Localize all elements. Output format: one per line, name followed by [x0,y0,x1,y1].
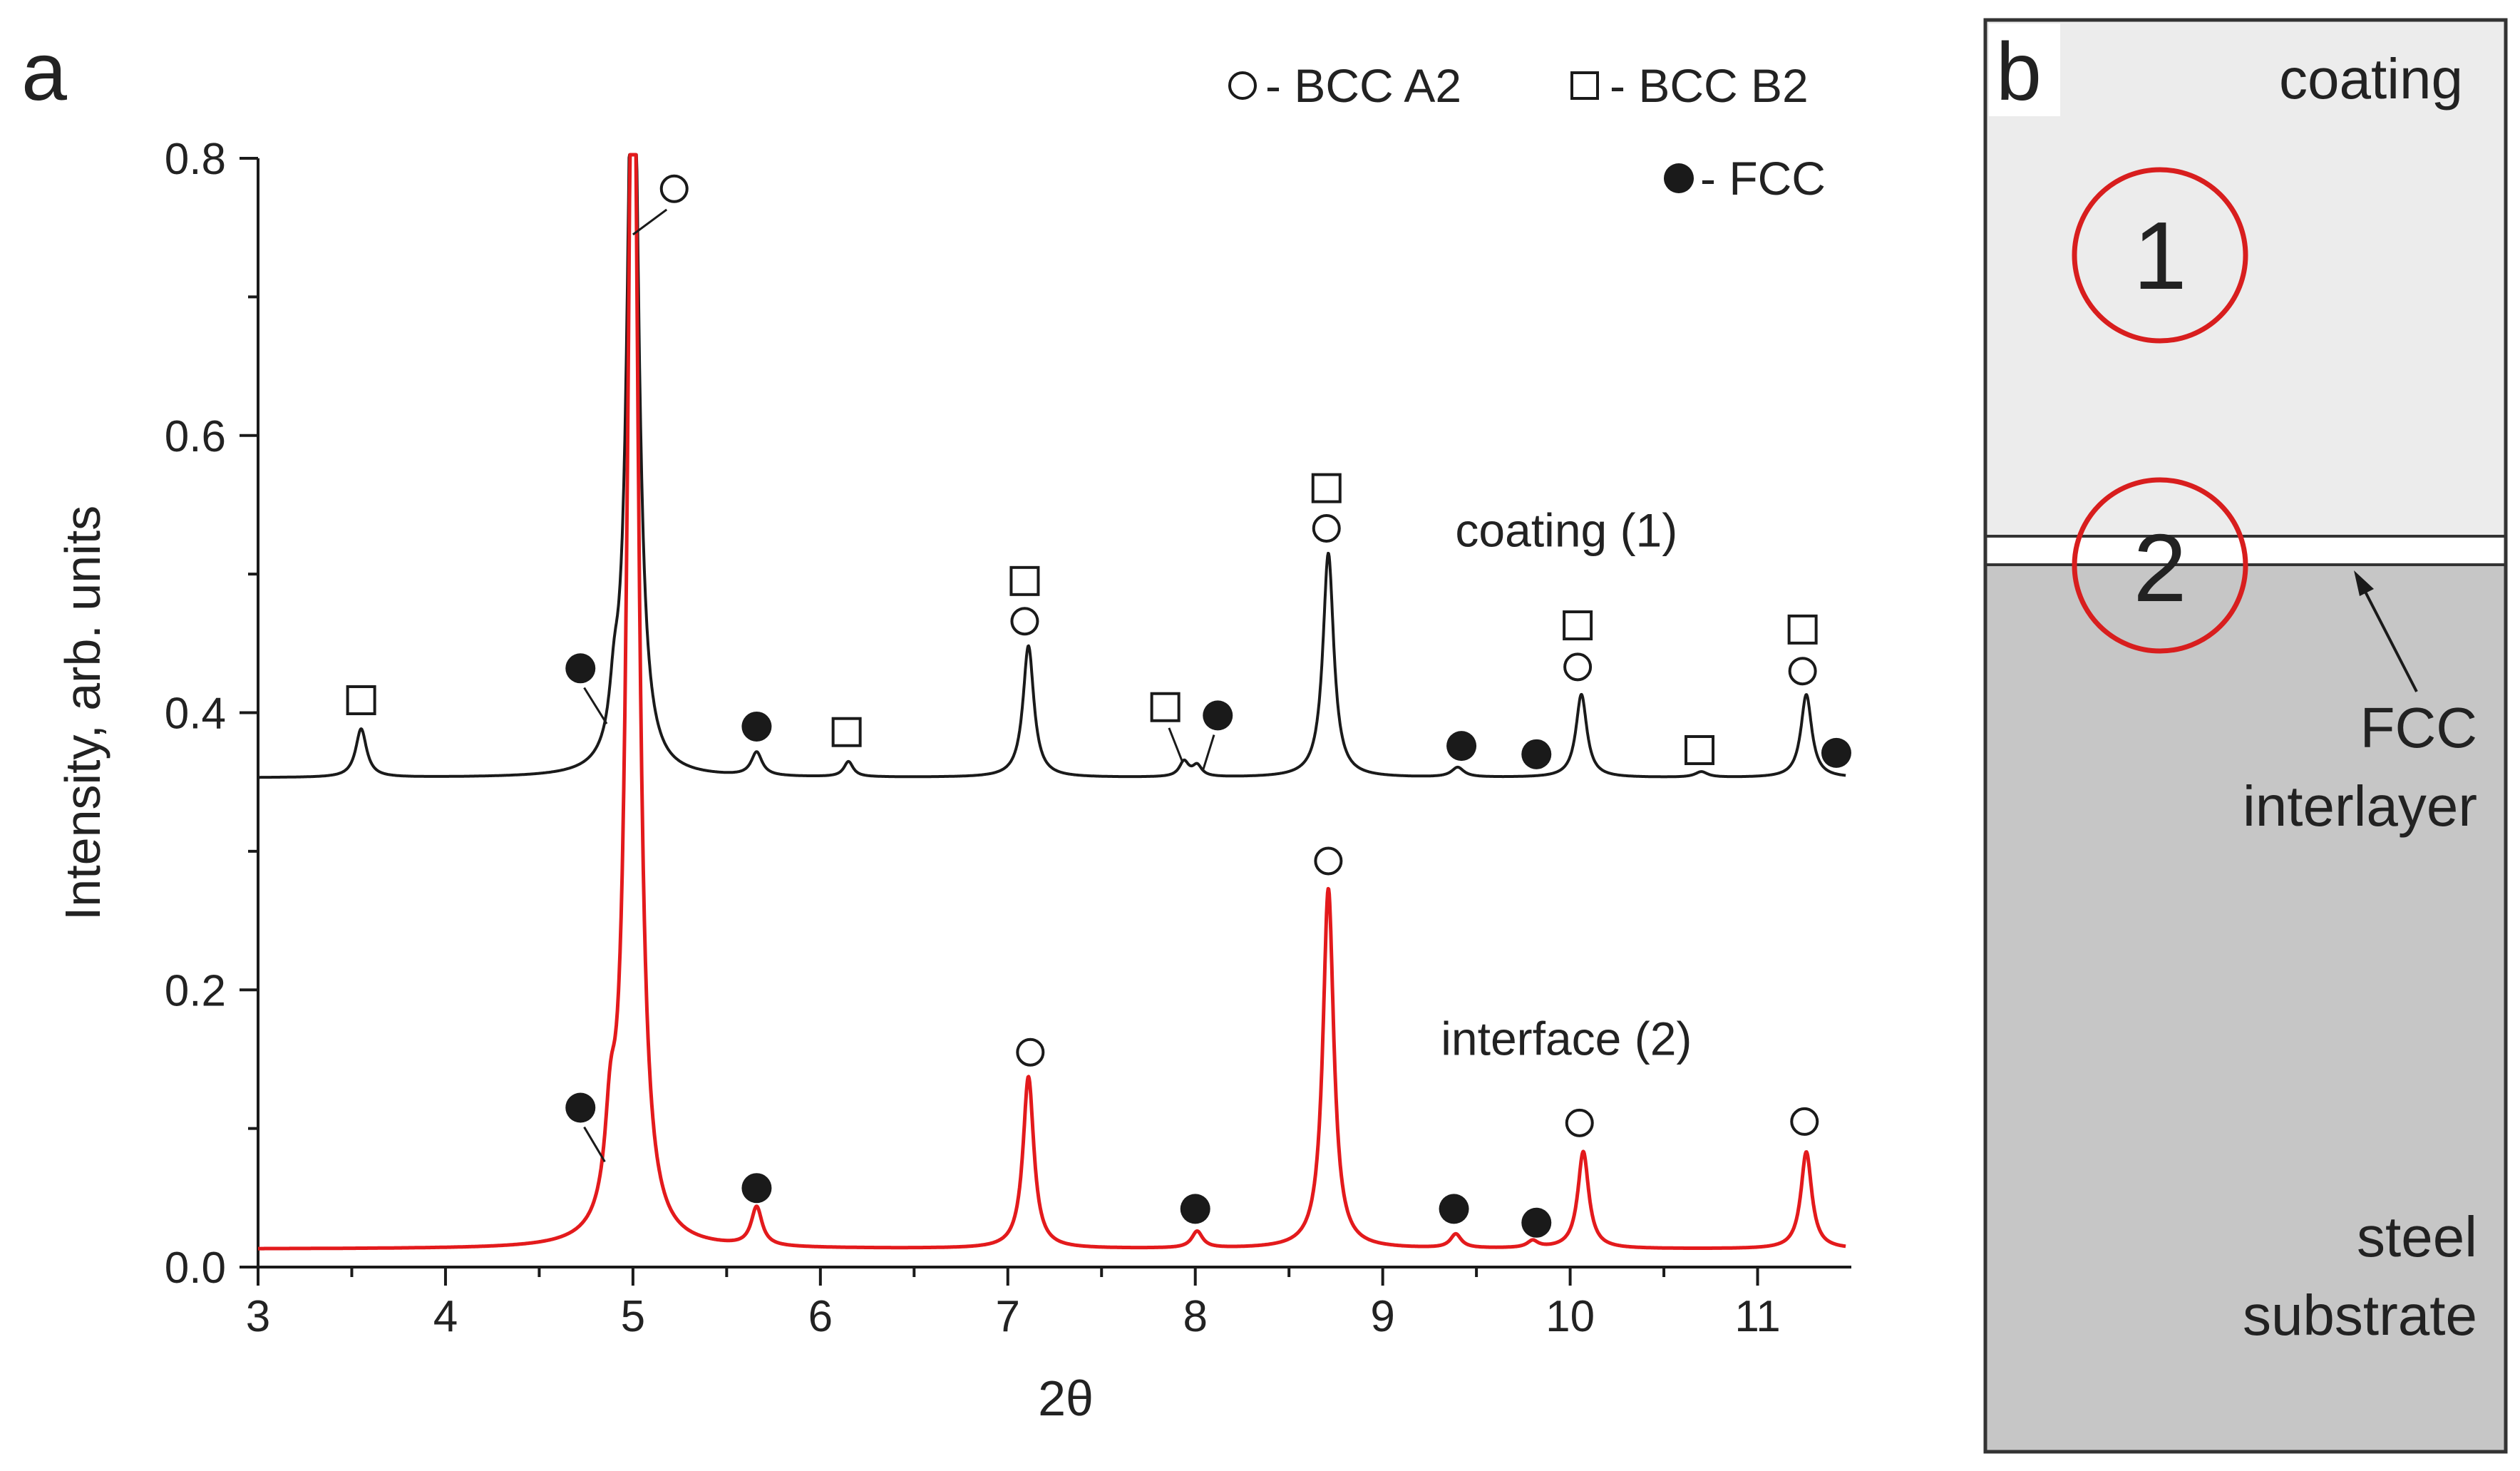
bcc-a2-marker-icon [1016,1037,1045,1067]
bcc-b2-marker-icon [1150,692,1181,722]
interlayer-pointer-arrowhead-icon [2354,570,2374,596]
steel-substrate-layer [1985,565,2506,1452]
y-axis-ticks: 0.0 0.2 0.4 0.6 0.8 [165,135,258,1293]
coating-series-line [257,153,1847,779]
fcc-marker-icon [1521,1207,1552,1238]
region-2-label: 2 [2133,514,2186,622]
fcc-marker-icon [1203,700,1233,731]
fcc-marker-icon [1180,1194,1210,1224]
fcc-marker-icon [565,1092,596,1123]
peak-leader-line [632,208,668,236]
interlayer-label-line1: FCC [2360,696,2477,759]
fcc-marker-icon [1821,737,1851,768]
legend-fcc-label: - FCC [1700,152,1826,205]
legend-bcc-b2-label: - BCC B2 [1610,59,1809,112]
bcc-a2-marker-icon [1790,1107,1819,1136]
bcc-b2-marker-icon [1685,734,1715,765]
interface-series-line [257,153,1847,1251]
y-tick-label: 0.2 [165,966,226,1015]
coating-layer [1985,20,2506,536]
fcc-marker-icon [741,711,772,742]
y-tick-label: 0.0 [165,1244,226,1293]
plot-area: coating (1) interface (2) [257,153,1851,1251]
x-tick-label: 7 [996,1292,1020,1341]
bcc-b2-marker-icon [831,717,862,747]
panel-b-label: b [1996,26,2042,118]
substrate-label-line1: steel [2357,1205,2477,1268]
x-axis-ticks: 3 4 5 6 7 8 9 10 11 [246,1267,1781,1341]
interlayer-pointer-arrow [2364,591,2418,692]
legend: - BCC A2 - BCC B2 - FCC [1228,59,1826,205]
panel-a-xrd-chart: a - BCC A2 - BCC B2 - FCC 3 4 5 6 7 8 9 10 11 0.… [21,26,1851,1426]
region-1-label: 1 [2133,202,2186,309]
region-1-circle-icon [2072,167,2248,344]
bcc-b2-marker-icon [1563,610,1593,641]
interface-series-label: interface (2) [1441,1013,1692,1065]
x-tick-label: 11 [1734,1292,1780,1341]
bcc-a2-marker-icon [1314,846,1343,876]
bcc-b2-marker-icon [1311,473,1342,503]
panel-b-schematic: b coating 1 2 FCC interlayer steel subst… [1983,18,2508,1454]
x-axis-title: 2θ [1038,1370,1094,1426]
bcc-b2-marker-icon [1009,565,1040,596]
legend-bcc-b2-symbol-icon [1570,71,1599,100]
x-tick-label: 3 [246,1292,270,1341]
x-tick-label: 4 [433,1292,458,1341]
peak-leader-line [583,1126,606,1163]
x-tick-label: 6 [808,1292,833,1341]
fcc-marker-icon [1439,1194,1469,1224]
bcc-a2-marker-icon [659,174,689,203]
x-tick-label: 5 [621,1292,645,1341]
bcc-a2-marker-icon [1565,1108,1594,1137]
y-tick-label: 0.4 [165,690,226,739]
panel-b-label-box [1989,24,2060,116]
fcc-marker-icon [1446,731,1477,762]
fcc-marker-icon [741,1173,772,1204]
x-tick-label: 9 [1370,1292,1394,1341]
fcc-marker-icon [565,653,596,684]
peak-leader-line [1168,727,1183,762]
coating-label: coating [2279,47,2463,111]
bcc-a2-marker-icon [1010,607,1039,636]
bcc-a2-marker-icon [1788,657,1817,686]
legend-bcc-a2-symbol-icon [1228,71,1257,100]
peak-leader-line [583,687,608,724]
bcc-a2-marker-icon [1312,513,1341,543]
fcc-marker-icon [1521,739,1552,769]
coating-series-label: coating (1) [1455,503,1677,556]
bcc-b2-marker-icon [346,685,376,716]
region-2-circle-icon [2072,477,2248,654]
x-tick-label: 8 [1183,1292,1207,1341]
legend-bcc-a2-label: - BCC A2 [1265,59,1461,112]
interlayer-label-line2: interlayer [2243,774,2477,838]
substrate-label-line2: substrate [2243,1283,2477,1347]
y-axis-title: Intensity, arb. units [55,506,110,921]
panel-a-label: a [21,26,67,118]
legend-fcc-symbol-icon [1664,163,1694,193]
y-tick-label: 0.6 [165,412,226,461]
bcc-a2-marker-icon [1563,652,1593,682]
peak-leader-line [1201,734,1215,772]
x-tick-label: 10 [1546,1292,1595,1341]
panel-b-frame [1983,18,2508,1454]
bcc-b2-marker-icon [1787,614,1818,645]
y-tick-label: 0.8 [165,135,226,184]
